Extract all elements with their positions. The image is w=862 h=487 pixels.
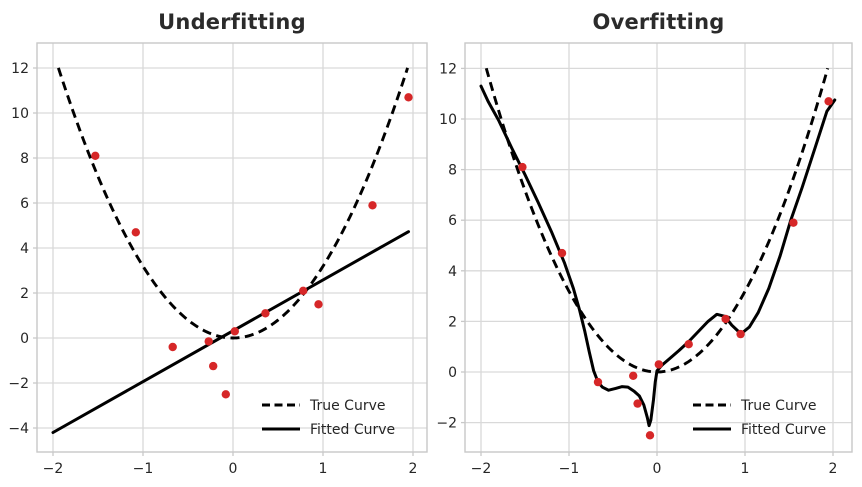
- underfitting-chart-panel: Underfitting −2 −1 0 1 2 −4 −2 0 2 4 6 8 10 12 True Cu…: [8, 10, 428, 477]
- x-tick-label: 2: [829, 461, 838, 477]
- y-tick-label: 10: [439, 112, 457, 128]
- scatter-point: [593, 377, 603, 387]
- overfitting-chart-panel: Overfitting −2 −1 0 1 2 −2 0 2 4 6 8 10 12 True Curve…: [431, 0, 862, 487]
- y-tick-label: 0: [448, 365, 457, 381]
- y-tick-label: 4: [448, 264, 457, 280]
- scatter-points: [91, 93, 413, 399]
- scatter-point: [221, 390, 230, 399]
- scatter-point: [736, 329, 745, 339]
- y-tick-label: 8: [20, 151, 29, 167]
- scatter-point: [230, 327, 239, 336]
- scatter-point: [209, 361, 218, 371]
- scatter-point: [654, 360, 663, 369]
- scatter-point: [557, 248, 567, 258]
- y-tick-label: 10: [11, 106, 29, 122]
- x-tick-label: −2: [471, 461, 492, 477]
- scatter-point: [645, 431, 655, 440]
- y-tick-label: 8: [448, 163, 457, 179]
- scatter-point: [404, 93, 413, 102]
- scatter-point: [131, 228, 140, 237]
- legend-label: Fitted Curve: [310, 422, 395, 438]
- x-tick-label: 0: [229, 461, 238, 477]
- scatter-point: [518, 162, 527, 172]
- x-tick-label: 1: [319, 461, 328, 477]
- plot-border: [464, 42, 853, 453]
- legend: True Curve Fitted Curve: [262, 398, 395, 438]
- x-tick-label: −1: [133, 461, 154, 477]
- plot-area: [51, 67, 410, 434]
- scatter-point: [261, 309, 270, 318]
- y-tick-label: 0: [20, 331, 29, 347]
- y-tick-label: −4: [8, 421, 29, 437]
- scatter-point: [204, 337, 213, 346]
- y-tick-label: 4: [20, 241, 29, 257]
- legend-label: True Curve: [740, 398, 817, 414]
- grid: [465, 43, 852, 452]
- grid: [37, 43, 427, 452]
- scatter-point: [91, 151, 100, 160]
- scatter-point: [168, 342, 177, 352]
- scatter-point: [721, 314, 730, 324]
- y-tick-label: 6: [20, 196, 29, 212]
- y-tick-label: 2: [20, 286, 29, 302]
- scatter-point: [789, 218, 798, 227]
- x-tick-label: 0: [653, 461, 662, 477]
- scatter-point: [299, 286, 308, 295]
- legend-label: True Curve: [309, 398, 386, 414]
- scatter-point: [633, 399, 642, 408]
- y-tick-label: 12: [439, 61, 457, 77]
- y-tick-label: 6: [448, 213, 457, 229]
- overfitting-chart-title: Overfitting: [592, 10, 725, 34]
- y-tick-label: 2: [448, 314, 457, 330]
- scatter-points: [518, 97, 833, 440]
- y-tick-label: 12: [11, 61, 29, 77]
- y-tick-label: −2: [436, 416, 457, 432]
- scatter-point: [629, 371, 638, 380]
- fitted-curve-path: [479, 84, 837, 428]
- underfitting-chart-title: Underfitting: [158, 10, 306, 34]
- plot-border: [36, 42, 428, 453]
- scatter-point: [314, 300, 323, 309]
- plot-area: [479, 67, 837, 428]
- scatter-point: [824, 97, 833, 106]
- x-tick-label: 1: [741, 461, 750, 477]
- x-tick-label: −2: [43, 461, 64, 477]
- scatter-point: [368, 201, 377, 210]
- legend-label: Fitted Curve: [741, 422, 826, 438]
- true-curve-path: [57, 67, 409, 340]
- x-tick-label: −1: [559, 461, 580, 477]
- y-tick-label: −2: [8, 376, 29, 392]
- x-tick-label: 2: [409, 461, 418, 477]
- legend: True Curve Fitted Curve: [693, 398, 826, 438]
- scatter-point: [684, 340, 693, 349]
